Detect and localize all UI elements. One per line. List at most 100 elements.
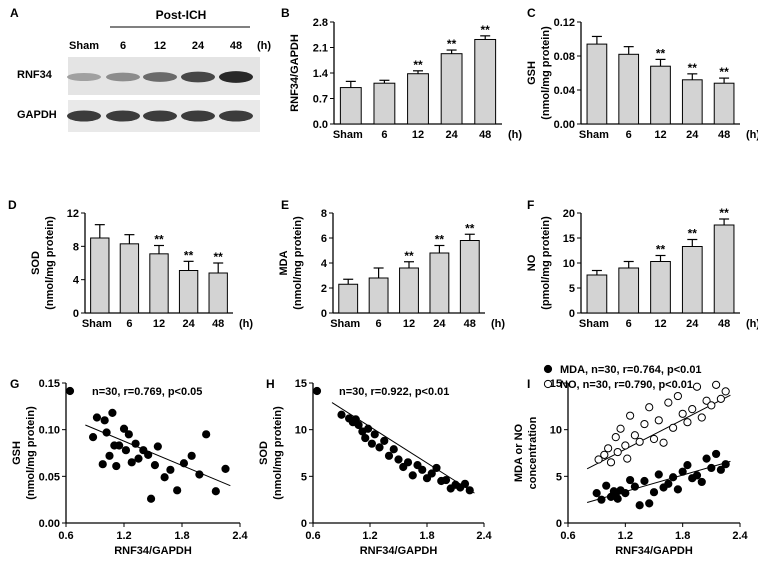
bar <box>713 224 735 314</box>
data-point <box>669 473 678 482</box>
data-point <box>702 454 711 463</box>
x-tick-label: 1.2 <box>116 530 131 542</box>
blot-band <box>143 72 177 82</box>
data-point <box>683 461 692 470</box>
data-point <box>692 382 702 391</box>
blot-band <box>67 110 101 122</box>
blot-panel: A Post-ICH Sham 6 12 24 48 (h) RNF34 GAPDH <box>10 6 271 132</box>
x-tick-label: 1.8 <box>174 530 189 542</box>
legend-text: MDA, n=30, r=0.764, p<0.01 <box>560 364 702 376</box>
y-tick-label: 0.05 <box>39 471 60 483</box>
data-point <box>616 424 625 433</box>
x-tick-label: Sham <box>330 318 360 330</box>
x-tick-label: 6 <box>626 129 632 141</box>
y-axis-label-units: (nmol/mg protein) <box>272 406 284 500</box>
bar <box>618 53 640 125</box>
y-tick-label: 1.4 <box>313 68 329 80</box>
data-point <box>211 487 220 496</box>
data-point <box>697 413 706 422</box>
data-point <box>635 437 644 446</box>
data-point <box>92 413 102 422</box>
data-point <box>623 454 632 463</box>
x-tick-label: 1.2 <box>362 530 377 542</box>
bar <box>459 240 480 314</box>
data-point <box>611 433 620 442</box>
data-point <box>688 405 697 414</box>
data-point <box>702 396 711 405</box>
data-point <box>108 408 117 417</box>
data-point <box>645 499 654 508</box>
data-point <box>427 469 436 478</box>
y-tick-label: 0.0 <box>313 119 328 131</box>
data-point <box>645 403 654 412</box>
blot-column-label: 24 <box>192 40 205 52</box>
y-tick-label: 5 <box>301 471 307 483</box>
y-axis-label: SOD <box>258 441 270 465</box>
x-tick-label: Sham <box>579 318 609 330</box>
data-point <box>121 446 131 455</box>
y-tick-label: 2 <box>321 283 327 295</box>
y-axis-label-units: concentration <box>527 416 539 489</box>
x-tick-label: Sham <box>82 318 112 330</box>
y-axis-label: MDA <box>278 250 290 275</box>
x-tick-label: 48 <box>212 318 224 330</box>
data-point <box>621 441 630 450</box>
data-point <box>635 501 644 510</box>
significance-mark: ** <box>719 206 729 220</box>
data-point <box>597 495 606 504</box>
data-point <box>88 433 98 442</box>
data-point <box>105 451 114 460</box>
y-tick-label: 0.04 <box>554 85 576 97</box>
data-point <box>697 477 706 487</box>
x-tick-label: 1.8 <box>419 530 434 542</box>
data-point <box>100 416 109 425</box>
x-unit-label: (h) <box>239 318 253 330</box>
data-point <box>654 470 663 479</box>
data-point <box>146 494 156 503</box>
y-tick-label: 10 <box>550 425 562 437</box>
panel-label: F <box>527 198 534 212</box>
data-point <box>460 479 470 488</box>
data-point <box>630 482 639 491</box>
data-point <box>606 458 616 467</box>
bar <box>119 243 140 314</box>
y-tick-label: 15 <box>295 378 307 390</box>
blot-band <box>143 110 177 122</box>
y-tick-label: 0 <box>321 308 327 320</box>
blot-unit: (h) <box>257 40 271 52</box>
data-point <box>370 430 379 439</box>
x-tick-label: 24 <box>182 318 195 330</box>
data-point <box>127 458 136 467</box>
data-point <box>602 481 611 490</box>
data-point <box>131 439 140 448</box>
x-tick-label: 1.8 <box>675 530 690 542</box>
data-point <box>364 424 373 433</box>
data-point <box>432 463 441 473</box>
y-tick-label: 2.1 <box>313 43 328 55</box>
data-point <box>413 461 422 470</box>
data-point <box>394 455 403 464</box>
data-point <box>399 462 408 472</box>
data-point <box>166 465 175 474</box>
data-point <box>375 443 384 452</box>
significance-mark: ** <box>656 243 666 257</box>
data-point <box>202 430 211 439</box>
data-point <box>613 494 622 503</box>
x-tick-label: 12 <box>654 129 666 141</box>
data-point <box>640 419 649 429</box>
y-axis-label-units: (nmol/mg protein) <box>292 216 304 310</box>
y-tick-label: 0 <box>301 518 307 530</box>
significance-mark: ** <box>154 233 164 247</box>
y-tick-label: 0 <box>569 308 575 320</box>
data-point <box>592 489 601 498</box>
x-tick-label: 0.6 <box>560 530 575 542</box>
fit-line <box>586 394 731 470</box>
data-point <box>659 438 668 447</box>
y-tick-label: 15 <box>550 378 562 390</box>
data-point <box>144 450 153 459</box>
blot-column-label: 6 <box>120 40 126 52</box>
blot-band <box>181 71 215 83</box>
panel-label: C <box>527 6 536 20</box>
data-point <box>712 449 721 459</box>
